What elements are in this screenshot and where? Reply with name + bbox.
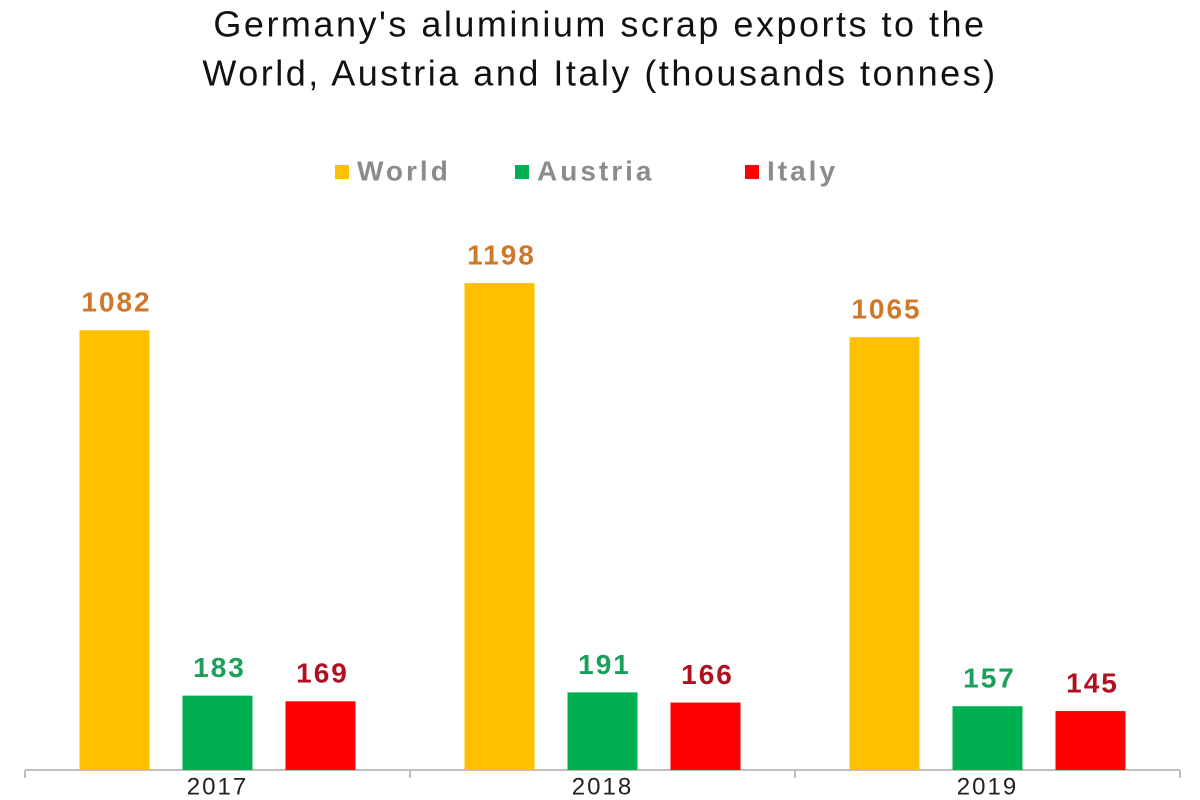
x-tick-label: 2018	[572, 773, 633, 800]
x-tick-label: 2017	[187, 773, 248, 800]
value-label: 1082	[81, 287, 151, 318]
value-label: 183	[193, 652, 246, 683]
bar	[1055, 711, 1126, 770]
value-label: 157	[963, 663, 1016, 694]
bar	[952, 706, 1023, 770]
value-label: 166	[681, 659, 734, 690]
value-label: 145	[1066, 667, 1119, 698]
bar	[670, 702, 741, 770]
bar	[182, 695, 253, 770]
legend-swatch	[745, 165, 759, 179]
value-label: 1065	[851, 294, 921, 325]
chart-subtitle: World, Austria and Italy (thousands tonn…	[202, 53, 997, 94]
bar	[285, 701, 356, 770]
bar	[567, 692, 638, 770]
value-label: 169	[296, 658, 349, 689]
bar	[849, 337, 920, 770]
value-label: 1198	[467, 239, 536, 270]
legend-label: Austria	[537, 155, 654, 186]
legend-label: World	[357, 155, 451, 186]
x-tick-label: 2019	[957, 773, 1018, 800]
bar	[464, 283, 535, 770]
chart-title: Germany's aluminium scrap exports to the	[213, 4, 986, 45]
bar	[79, 330, 150, 770]
legend-swatch	[335, 165, 349, 179]
value-label: 191	[578, 649, 631, 680]
legend-label: Italy	[767, 155, 838, 186]
legend-swatch	[515, 165, 529, 179]
